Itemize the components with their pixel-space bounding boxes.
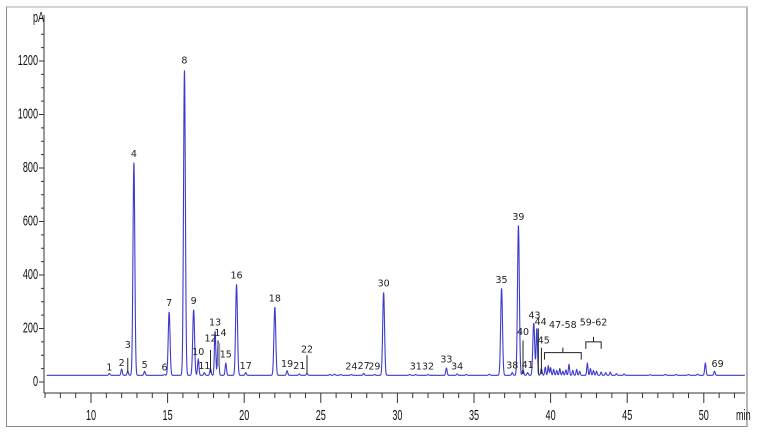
- peak-label: 6: [162, 362, 168, 373]
- peak-label: 10: [192, 347, 204, 358]
- peak-label: 5: [142, 360, 148, 371]
- x-tick-label: 40: [546, 407, 556, 424]
- x-tick-label: 10: [86, 407, 96, 424]
- peak-label: 40: [517, 327, 529, 338]
- bracket-annotation: [543, 347, 582, 360]
- y-tick-label: 600: [23, 212, 38, 229]
- peak-label: 41: [522, 360, 534, 371]
- y-axis-unit: pA: [33, 9, 44, 26]
- bracket-annotation: [585, 336, 602, 349]
- x-tick-label: 35: [469, 407, 479, 424]
- fid-signal-line: [46, 70, 745, 376]
- peak-label: 1: [106, 362, 112, 373]
- peak-label: 59-62: [580, 318, 608, 329]
- x-tick-label: 50: [699, 407, 709, 424]
- peak-label: 15: [220, 350, 232, 361]
- peak-label: 24: [345, 362, 357, 373]
- peak-label: 21: [293, 361, 305, 372]
- peak-label: 8: [181, 55, 187, 66]
- x-tick-label: 15: [163, 407, 173, 424]
- x-tick-label: 20: [239, 407, 249, 424]
- peak-label: 69: [712, 359, 724, 370]
- peak-label: 47-58: [549, 320, 577, 331]
- peak-label: 31: [410, 362, 422, 373]
- x-tick-label: 30: [392, 407, 402, 424]
- peak-label: 29: [368, 362, 380, 373]
- peak-label: 33: [440, 354, 452, 365]
- peak-label: 16: [230, 271, 242, 282]
- peak-label: 35: [496, 275, 508, 286]
- peak-label: 38: [506, 360, 518, 371]
- y-tick-label: 400: [23, 266, 38, 283]
- peak-label: 3: [125, 340, 131, 351]
- peak-label: 32: [422, 362, 434, 373]
- peak-label: 44: [535, 317, 547, 328]
- y-tick-label: 200: [23, 319, 38, 336]
- x-axis-unit: min: [736, 407, 751, 424]
- y-tick-label: 1200: [18, 52, 38, 69]
- x-tick-label: 45: [622, 407, 632, 424]
- y-tick-label: 0: [33, 373, 38, 390]
- x-tick-label: 25: [316, 407, 326, 424]
- peak-label: 17: [240, 361, 252, 372]
- signal-trace: [46, 70, 745, 376]
- peak-label: 45: [538, 336, 550, 347]
- peak-label: 14: [214, 328, 226, 339]
- peak-label: 30: [378, 279, 390, 290]
- peak-label: 22: [301, 344, 313, 355]
- peak-label: 18: [269, 293, 281, 304]
- peak-label: 39: [512, 212, 524, 223]
- peak-label: 13: [209, 318, 221, 329]
- y-tick-label: 1000: [18, 105, 38, 122]
- peak-label: 43: [528, 310, 540, 321]
- peak-label: 2: [119, 358, 125, 369]
- peak-label: 9: [191, 296, 197, 307]
- peak-label: 19: [281, 359, 293, 370]
- y-tick-label: 800: [23, 159, 38, 176]
- chart-frame: [6, 6, 748, 427]
- peak-label: 11: [198, 361, 210, 372]
- peak-label: 12: [204, 334, 216, 345]
- peak-label: 27: [358, 361, 370, 372]
- peak-label: 34: [451, 362, 463, 373]
- peak-label: 7: [166, 298, 172, 309]
- peak-label: 4: [131, 149, 137, 160]
